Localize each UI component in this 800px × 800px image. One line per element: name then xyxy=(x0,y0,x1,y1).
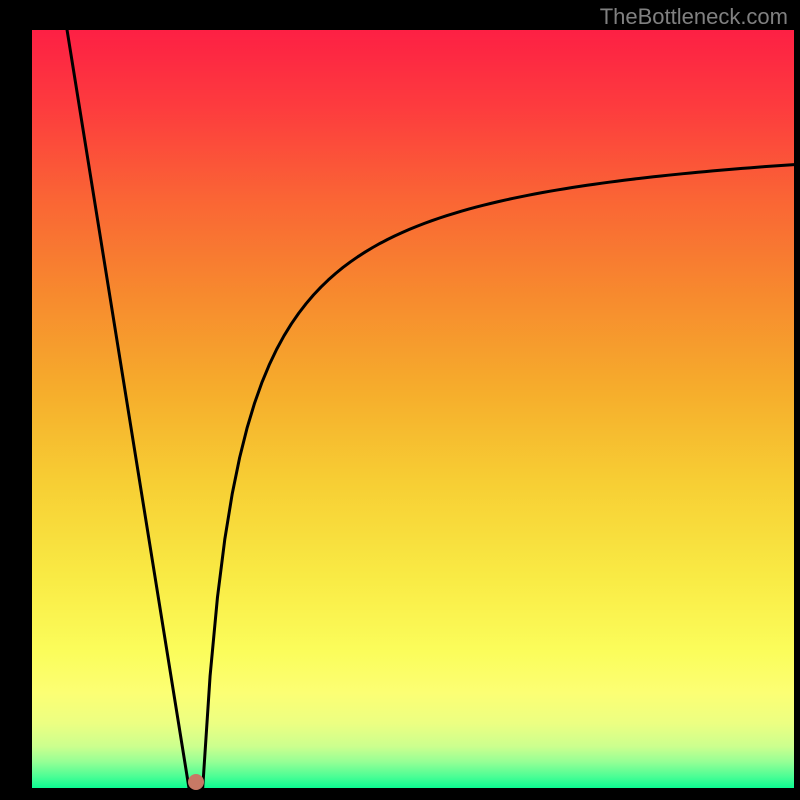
plot-area xyxy=(32,30,794,788)
curve-overlay xyxy=(32,30,794,788)
watermark-text: TheBottleneck.com xyxy=(600,4,788,30)
bottleneck-curve xyxy=(67,30,794,788)
optimal-point-marker xyxy=(188,774,204,790)
chart-container: TheBottleneck.com xyxy=(0,0,800,800)
